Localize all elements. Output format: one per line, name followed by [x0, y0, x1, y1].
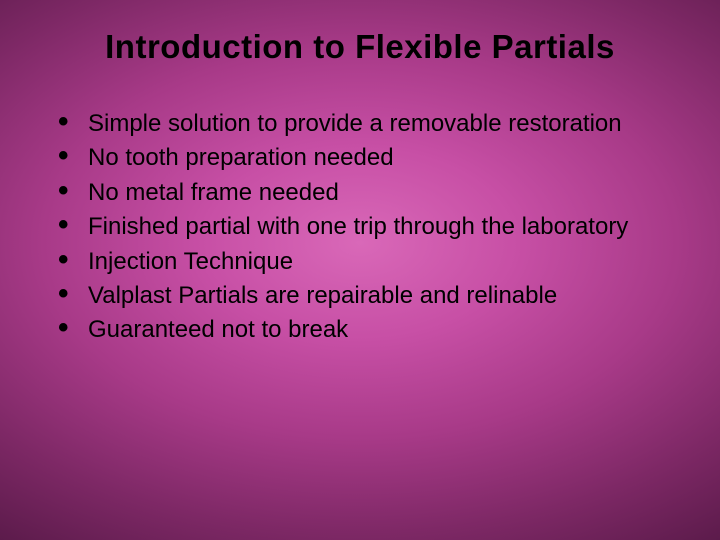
- slide: Introduction to Flexible Partials Simple…: [0, 0, 720, 540]
- list-item: Guaranteed not to break: [52, 314, 680, 346]
- list-item: Finished partial with one trip through t…: [52, 211, 680, 243]
- list-item: Injection Technique: [52, 246, 680, 278]
- slide-title: Introduction to Flexible Partials: [40, 28, 680, 66]
- list-item: No metal frame needed: [52, 177, 680, 209]
- list-item: Simple solution to provide a removable r…: [52, 108, 680, 140]
- bullet-list: Simple solution to provide a removable r…: [40, 108, 680, 347]
- list-item: Valplast Partials are repairable and rel…: [52, 280, 680, 312]
- list-item: No tooth preparation needed: [52, 142, 680, 174]
